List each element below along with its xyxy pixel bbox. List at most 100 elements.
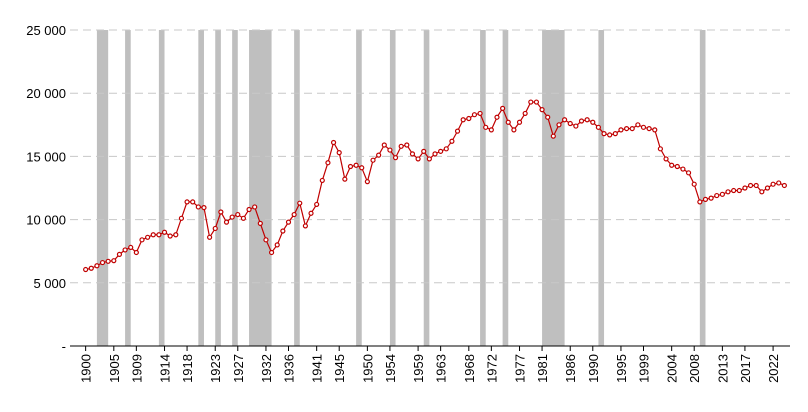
point	[359, 165, 365, 171]
point	[364, 179, 370, 185]
recession-band	[125, 30, 131, 346]
point	[398, 143, 404, 149]
x-tick-label: 1954	[383, 354, 398, 383]
x-tick-label: 1990	[586, 354, 601, 383]
point	[347, 163, 354, 170]
point	[708, 195, 714, 201]
x-tick-label: 1941	[310, 354, 325, 383]
point	[376, 152, 382, 158]
point	[511, 127, 517, 133]
point	[781, 182, 787, 189]
point	[285, 219, 292, 225]
y-tick-label: 15 000	[26, 149, 66, 164]
point	[173, 232, 179, 238]
recession-band	[389, 30, 396, 346]
line	[85, 101, 785, 271]
x-tick-label: 1972	[484, 354, 499, 383]
point	[556, 122, 562, 128]
point	[190, 199, 196, 205]
point	[94, 263, 100, 269]
point	[533, 99, 540, 105]
point	[246, 206, 252, 213]
point	[88, 265, 94, 271]
recession-band	[423, 30, 430, 346]
x-tick-label: 2017	[738, 354, 753, 383]
x-tick-label: 1995	[614, 354, 629, 383]
point	[432, 151, 438, 157]
point	[488, 127, 494, 133]
point	[466, 115, 472, 122]
point	[161, 229, 168, 235]
point	[426, 156, 432, 162]
point	[539, 107, 545, 113]
point	[133, 249, 139, 256]
recession-band	[502, 30, 509, 346]
point	[702, 196, 709, 202]
point	[652, 127, 658, 133]
point	[477, 110, 483, 117]
point	[545, 114, 551, 120]
point	[178, 215, 185, 221]
y-tick-label: -	[62, 339, 66, 354]
point	[353, 162, 359, 168]
point	[691, 181, 697, 187]
x-tick-label: 1999	[636, 354, 651, 383]
point	[742, 185, 748, 191]
x-tick-label: 2013	[715, 354, 730, 383]
point	[505, 119, 511, 125]
point	[201, 204, 207, 211]
point	[218, 209, 224, 215]
point	[207, 234, 213, 240]
recession-band	[158, 30, 165, 346]
point	[443, 146, 449, 152]
point	[646, 125, 652, 132]
point	[595, 124, 602, 130]
point	[680, 166, 686, 172]
x-tick-label: 1909	[129, 354, 144, 383]
x-tick-label: 1945	[332, 354, 347, 383]
point	[257, 220, 263, 226]
point	[325, 160, 331, 166]
point	[268, 249, 275, 256]
point	[274, 242, 280, 248]
point	[99, 259, 106, 266]
recession-band	[480, 30, 486, 346]
point	[522, 110, 528, 117]
point	[618, 127, 624, 133]
point	[736, 187, 742, 194]
point	[562, 117, 568, 123]
point	[759, 189, 765, 195]
point	[156, 232, 162, 238]
point	[291, 211, 297, 218]
point	[528, 99, 534, 105]
point	[392, 155, 399, 161]
point	[240, 215, 247, 221]
x-tick-label: 2008	[687, 354, 702, 383]
recession-band	[96, 30, 109, 346]
point	[640, 124, 647, 130]
x-tick-label: 1963	[434, 354, 449, 383]
point	[415, 156, 421, 162]
point	[471, 112, 478, 118]
point	[685, 170, 692, 176]
point	[697, 199, 703, 205]
recession-band	[232, 30, 238, 346]
point	[404, 142, 410, 148]
point	[370, 157, 376, 163]
x-tick-label: 1959	[411, 354, 426, 383]
point	[753, 182, 759, 189]
point	[584, 117, 590, 123]
point	[302, 223, 308, 229]
y-tick-label: 10 000	[26, 213, 66, 228]
point	[263, 237, 269, 243]
point	[449, 138, 455, 144]
point	[573, 123, 579, 129]
point	[330, 139, 337, 146]
x-tick-label: 1914	[158, 354, 173, 383]
point	[150, 232, 156, 238]
point	[212, 225, 218, 232]
recession-band	[215, 30, 221, 346]
x-tick-label: 2004	[665, 354, 680, 383]
point	[421, 148, 427, 154]
